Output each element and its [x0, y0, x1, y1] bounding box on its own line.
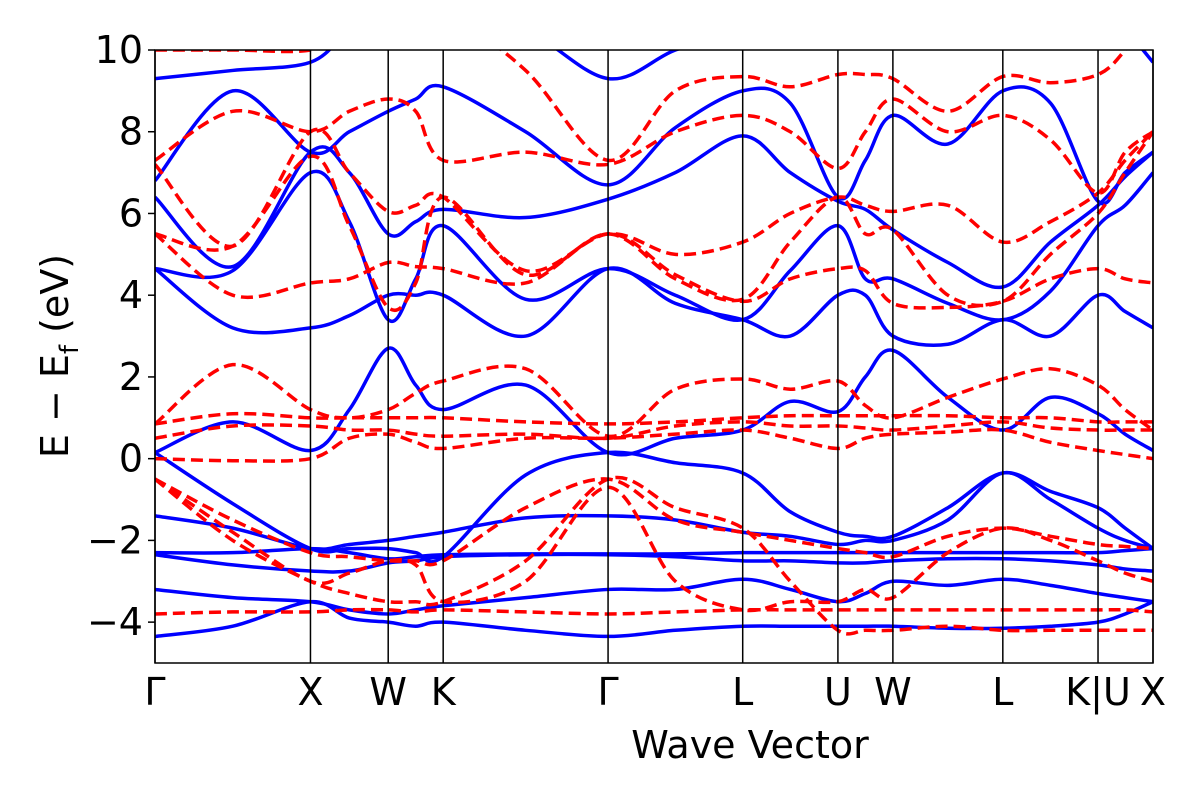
band-line	[155, 83, 1153, 206]
plot-frame	[154, 49, 1154, 664]
band-line	[155, 599, 1153, 639]
y-tick-label: 0	[119, 437, 143, 481]
y-tick-label: −4	[87, 600, 143, 644]
band-line	[155, 50, 1128, 163]
band-line	[155, 127, 1153, 274]
band-line	[155, 232, 1153, 310]
band-line	[155, 450, 1153, 564]
x-tick-label: U	[824, 670, 852, 714]
band-line	[155, 427, 1153, 463]
y-tick-label: 4	[119, 273, 143, 317]
x-tick-label: X	[297, 670, 323, 714]
y-label-part: (eV)	[33, 254, 77, 345]
y-axis-label: E − Ef (eV)	[33, 254, 85, 458]
y-tick-label: 2	[119, 355, 143, 399]
y-tick-label: 8	[119, 110, 143, 154]
plot-area	[155, 50, 1153, 639]
y-label-sub: f	[55, 344, 85, 354]
band-line	[155, 607, 1153, 616]
y-tick-label: −2	[87, 518, 143, 562]
x-tick-label: L	[732, 670, 753, 714]
y-label-part: E − E	[33, 354, 77, 458]
x-tick-label: K|U	[1065, 670, 1131, 715]
y-tick-label: 10	[95, 28, 143, 72]
band-line	[155, 477, 1153, 613]
x-tick-label: Γ	[597, 670, 618, 714]
y-tick-label: 6	[119, 191, 143, 235]
band-line	[155, 362, 1153, 438]
band-line	[155, 97, 1153, 195]
band-line	[155, 420, 1153, 441]
x-tick-label: Γ	[144, 670, 165, 714]
band-line	[155, 130, 1153, 312]
x-tick-label: K	[431, 670, 457, 714]
band-line	[155, 546, 1153, 561]
x-tick-label: W	[369, 670, 407, 714]
x-tick-label: W	[874, 670, 912, 714]
x-tick-label: L	[992, 670, 1013, 714]
x-axis-label: Wave Vector	[631, 723, 869, 767]
x-tick-label: X	[1140, 670, 1166, 714]
band-line	[155, 169, 1153, 324]
